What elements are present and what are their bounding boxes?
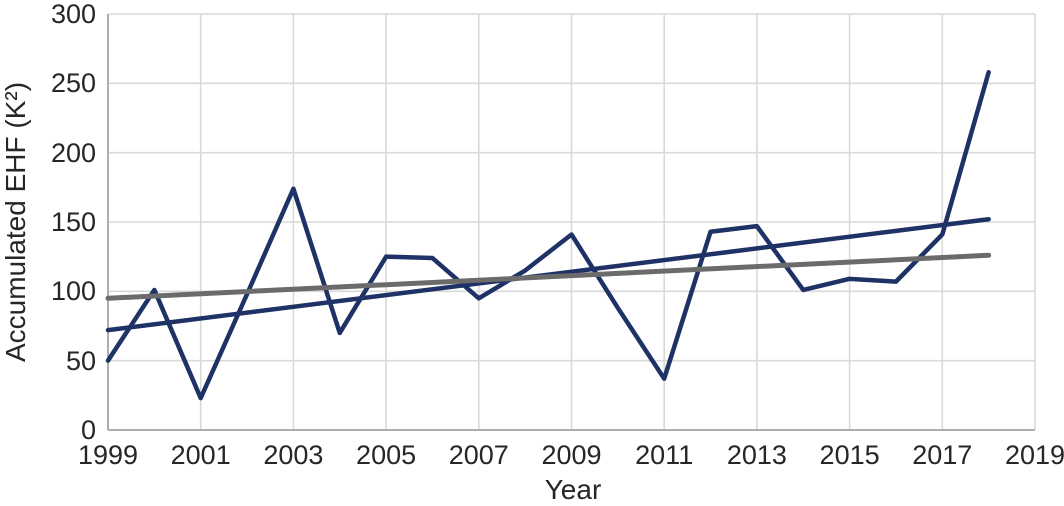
x-tick-label: 2013 (726, 440, 787, 470)
x-tick-label: 2009 (541, 440, 602, 470)
x-axis-title: Year (0, 474, 1064, 506)
y-tick-label: 150 (50, 207, 96, 237)
y-tick-label: 300 (50, 0, 96, 29)
series-gray-baseline-line (105, 252, 992, 301)
y-tick-label: 200 (50, 137, 96, 168)
x-tick-label: 2005 (356, 440, 417, 470)
y-tick-label: 0 (80, 415, 96, 445)
x-tick-label: 2003 (263, 440, 324, 470)
y-tick-label: 50 (65, 345, 96, 376)
x-tick-label: 1999 (77, 440, 139, 470)
series-annual-accumulated-ehf-line (105, 69, 991, 401)
x-tick-label: 2011 (635, 440, 694, 470)
x-tick-label: 2001 (170, 440, 231, 470)
y-tick-label: 250 (50, 68, 96, 99)
x-tick-label: 2019 (1004, 440, 1064, 470)
x-tick-label: 2007 (448, 440, 509, 470)
x-tick-label: 2017 (912, 440, 973, 470)
x-axis-title-text: Year (544, 474, 602, 505)
x-tick-label: 2015 (819, 440, 880, 470)
y-tick-label: 100 (50, 276, 96, 307)
